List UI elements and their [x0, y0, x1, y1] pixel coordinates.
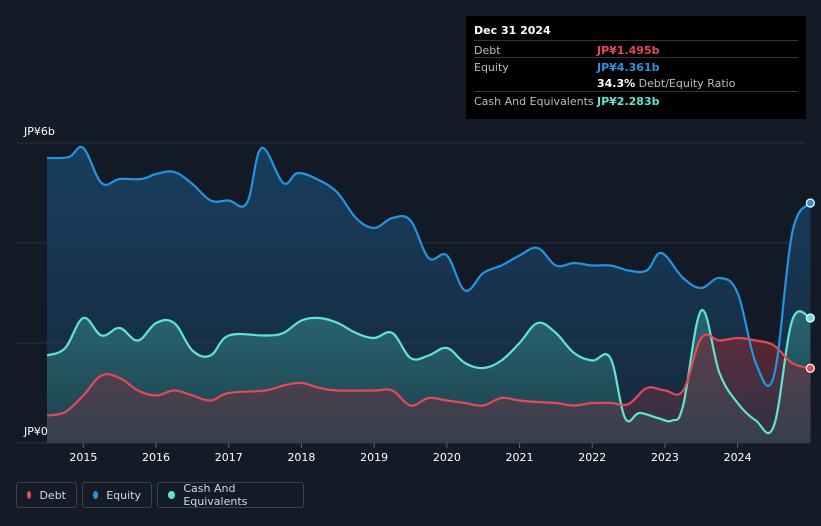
x-tick-label-2019: 2019 [360, 451, 388, 464]
legend-equity-button[interactable]: Equity [82, 482, 152, 508]
cash-line [46, 309, 811, 435]
legend-cash-dot-icon [168, 491, 176, 499]
x-tick-label-2022: 2022 [578, 451, 606, 464]
series-endpoints [805, 198, 815, 373]
legend-cash-label: Cash And Equivalents [183, 482, 248, 508]
tooltip-debt-row: Debt JP¥1.495b [474, 40, 798, 58]
legend-cash-button[interactable]: Cash And Equivalents [157, 482, 304, 508]
equity-line [46, 145, 812, 387]
legend-debt-button[interactable]: Debt [16, 482, 77, 508]
legend-equity-label: Equity [106, 488, 141, 502]
legend-debt-dot-icon [27, 491, 32, 499]
x-tick-label-2017: 2017 [215, 451, 243, 464]
tooltip-cash-label: Cash And Equivalents [474, 95, 594, 108]
tooltip-date: Dec 31 2024 [474, 24, 551, 37]
tooltip-ratio-row: 34.3% Debt/Equity Ratio [474, 74, 798, 91]
tooltip-ratio-value: 34.3% [597, 77, 636, 90]
debt-endpoint-marker [805, 363, 815, 373]
cash-endpoint-marker [805, 313, 815, 323]
x-tick-label-2016: 2016 [142, 451, 170, 464]
series-lines [46, 145, 812, 435]
y-tick-label-bottom: JP¥0 [23, 425, 48, 438]
debt-area [47, 334, 811, 443]
tooltip-equity-row: Equity JP¥4.361b [474, 57, 798, 75]
tooltip-cash-value: JP¥2.283b [597, 95, 660, 108]
y-tick-label-top: JP¥6b [23, 125, 55, 138]
series-areas [47, 146, 811, 443]
debt-line [46, 333, 811, 417]
x-tick-label-2015: 2015 [69, 451, 97, 464]
legend-debt-label: Debt [39, 488, 66, 502]
tooltip-equity-label: Equity [474, 61, 509, 74]
tooltip-ratio-label: Debt/Equity Ratio [638, 77, 736, 90]
equity-endpoint-marker [805, 198, 815, 208]
x-tick-label-2021: 2021 [506, 451, 534, 464]
tooltip-cash-row: Cash And Equivalents JP¥2.283b [474, 91, 798, 109]
tooltip-debt-value: JP¥1.495b [597, 44, 660, 57]
x-axis-ticks: 2015 2016 2017 2018 2019 2020 2021 2022 2023 2024 [69, 443, 752, 464]
tooltip-ratio: 34.3% Debt/Equity Ratio [597, 77, 735, 90]
x-tick-label-2024: 2024 [724, 451, 752, 464]
legend-equity-dot-icon [93, 491, 99, 499]
x-tick-label-2018: 2018 [287, 451, 315, 464]
tooltip-equity-value: JP¥4.361b [597, 61, 660, 74]
tooltip-debt-label: Debt [474, 44, 501, 57]
x-tick-label-2020: 2020 [433, 451, 461, 464]
tooltip-panel: Dec 31 2024 Debt JP¥1.495b Equity JP¥4.3… [466, 16, 806, 119]
x-tick-label-2023: 2023 [651, 451, 679, 464]
